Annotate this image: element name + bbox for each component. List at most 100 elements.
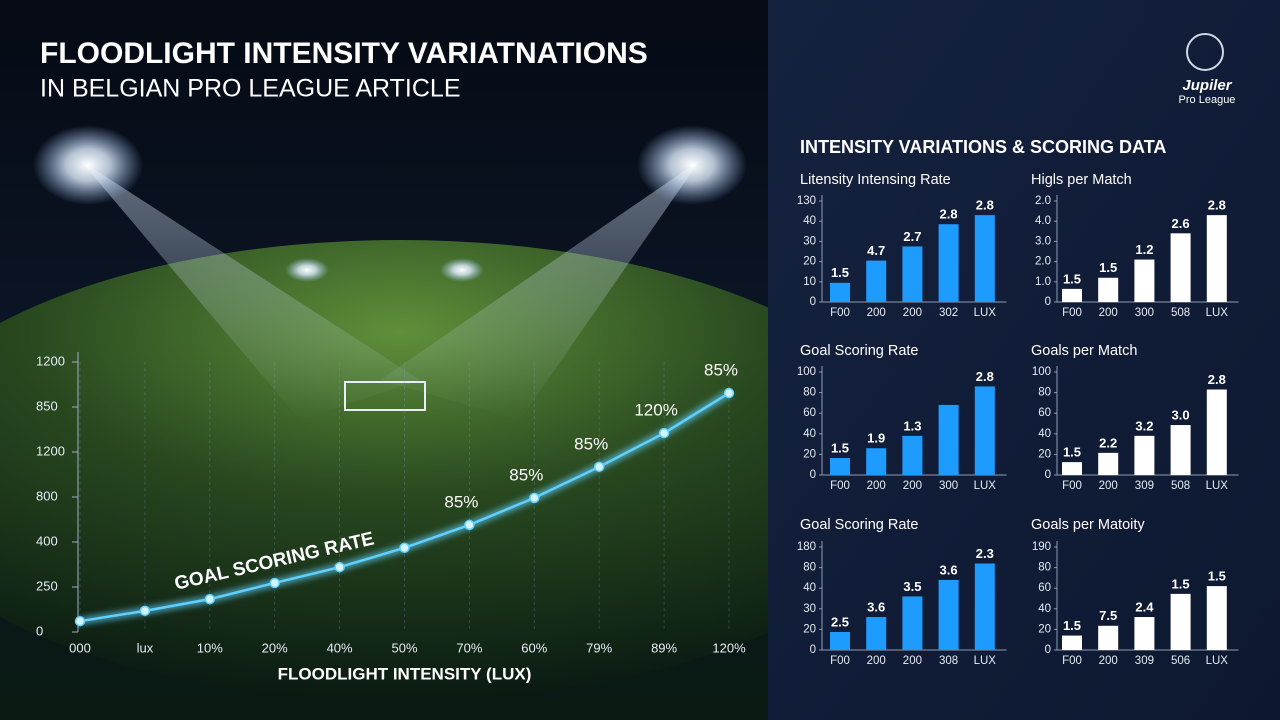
bar: [1098, 625, 1119, 650]
bar-label: 1.5: [1172, 576, 1190, 591]
y-tick-label: 0: [810, 296, 816, 308]
x-tick-label: 508: [1171, 307, 1190, 319]
x-tick-label: LUX: [974, 480, 997, 492]
y-tick-label: 10: [803, 276, 816, 288]
floodlight: [33, 125, 143, 205]
logo-crest: [1186, 33, 1224, 71]
y-tick-label: 40: [1038, 428, 1051, 440]
logo-name: Jupiler: [1182, 77, 1232, 94]
point: [204, 593, 216, 605]
y-tick-label: 850: [36, 398, 58, 413]
y-tick-label: 0: [1045, 469, 1051, 481]
y-tick-label: 20: [1038, 448, 1051, 460]
x-tick-label: 200: [903, 307, 922, 319]
x-axis-title: FLOODLIGHT INTENSITY (LUX): [278, 664, 532, 683]
point: [723, 387, 735, 399]
bar: [938, 404, 959, 475]
x-tick-label: F00: [830, 655, 850, 667]
x-tick-label: LUX: [1206, 655, 1229, 667]
bar: [1206, 215, 1227, 302]
bar-label: 2.6: [1172, 216, 1190, 231]
bar: [1134, 259, 1155, 302]
y-tick-label: 80: [1038, 562, 1051, 574]
bar: [1062, 462, 1082, 475]
y-tick-label: 40: [1038, 603, 1051, 615]
x-tick-label: 200: [1099, 480, 1118, 492]
bar: [830, 631, 850, 650]
bar-label: 3.2: [1135, 418, 1153, 433]
chart-title: Goals per Match: [1031, 343, 1137, 359]
bar: [1170, 425, 1191, 475]
y-tick-label: 1200: [36, 353, 65, 368]
y-tick-label: 100: [797, 366, 816, 378]
x-tick-label: 309: [1135, 655, 1154, 667]
x-tick-label: LUX: [974, 307, 997, 319]
y-tick-label: 20: [1038, 623, 1051, 635]
y-tick-label: 1.0: [1035, 276, 1051, 288]
chart-title: Goal Scoring Rate: [800, 517, 918, 533]
y-tick-label: 250: [36, 578, 58, 593]
bar-label: 2.5: [831, 614, 849, 629]
y-tick-label: 60: [1038, 582, 1051, 594]
floodlight: [285, 258, 329, 282]
bar: [1170, 233, 1191, 302]
x-tick-label: 308: [939, 655, 958, 667]
point: [399, 542, 410, 554]
x-tick-label: 79%: [586, 640, 612, 655]
x-tick-label: 89%: [651, 640, 677, 655]
bar-label: 2.8: [1208, 198, 1226, 213]
x-tick-label: 300: [1135, 307, 1154, 319]
bar: [1062, 288, 1082, 302]
bar: [1062, 635, 1082, 650]
bar-label: 1.5: [831, 440, 849, 455]
point: [74, 615, 86, 627]
x-tick-label: 200: [903, 655, 922, 667]
y-tick-label: 20: [803, 623, 816, 635]
bar-label: 2.2: [1099, 435, 1117, 450]
y-tick-label: 130: [797, 195, 816, 207]
bar: [902, 246, 923, 302]
bar-label: 4.7: [867, 243, 885, 258]
x-tick-label: 10%: [197, 640, 223, 655]
panel-title: INTENSITY VARIATIONS & SCORING DATA: [800, 137, 1166, 157]
x-tick-label: 200: [1099, 655, 1118, 667]
x-tick-label: 50%: [391, 640, 417, 655]
bar-label: 3.6: [940, 562, 958, 577]
y-tick-label: 80: [1038, 387, 1051, 399]
bar-label: 2.8: [940, 207, 958, 222]
bar-label: 1.5: [831, 265, 849, 280]
bar-label: 2.8: [976, 369, 994, 384]
point: [334, 561, 345, 573]
y-tick-label: 40: [803, 582, 816, 594]
y-tick-label: 800: [36, 488, 58, 503]
bar: [866, 448, 887, 475]
data-panel: [768, 0, 1280, 720]
y-tick-label: 0: [36, 623, 43, 638]
y-tick-label: 2.0: [1035, 256, 1051, 268]
bar: [938, 579, 959, 650]
y-tick-label: 60: [1038, 407, 1051, 419]
point-label: 120%: [634, 401, 677, 420]
point-label: 85%: [704, 361, 738, 380]
point: [529, 492, 540, 504]
y-tick-label: 60: [803, 407, 816, 419]
point: [269, 577, 280, 589]
x-tick-label: LUX: [1206, 307, 1229, 319]
x-tick-label: F00: [830, 480, 850, 492]
x-tick-label: 60%: [521, 640, 547, 655]
bar-label: 1.9: [867, 431, 885, 446]
x-tick-label: 20%: [262, 640, 288, 655]
bar-label: 3.5: [903, 579, 921, 594]
x-tick-label: 70%: [456, 640, 482, 655]
bar: [974, 215, 995, 302]
y-tick-label: 0: [1045, 644, 1051, 656]
bar-label: 2.7: [903, 229, 921, 244]
light-beam: [380, 160, 700, 420]
x-tick-label: 000: [69, 640, 91, 655]
bar: [938, 224, 959, 302]
x-tick-label: 40%: [327, 640, 353, 655]
goal-frame: [344, 381, 426, 411]
y-tick-label: 40: [803, 428, 816, 440]
light-beam: [80, 160, 420, 420]
